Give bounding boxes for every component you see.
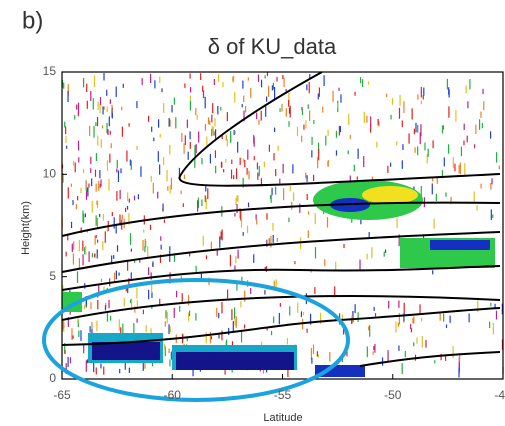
echo-patch: [362, 186, 418, 204]
echo-patch: [176, 352, 294, 370]
x-tick-label: -55: [274, 388, 292, 402]
page: b) δ of KU_data Latitude Height(km) -65 -…: [0, 0, 505, 426]
y-tick-label: 5: [49, 269, 56, 283]
y-tick-label: 10: [43, 167, 57, 181]
y-tick-label: 15: [43, 64, 57, 78]
plot-frame: [62, 72, 503, 379]
x-tick-label: -50: [384, 388, 402, 402]
panel-label: b): [22, 7, 43, 34]
chart: b) δ of KU_data Latitude Height(km) -65 -…: [0, 0, 505, 426]
contour-line: [62, 296, 500, 320]
echo-patch: [92, 342, 160, 360]
contour-line: [360, 352, 500, 366]
clutter-layer: [62, 72, 503, 377]
x-tick-label: -45: [494, 388, 505, 402]
echo-patch: [430, 240, 490, 250]
y-axis-label: Height(km): [20, 201, 32, 255]
x-tick-label: -60: [164, 388, 182, 402]
chart-title: δ of KU_data: [208, 34, 337, 59]
echo-layer: [62, 180, 495, 377]
y-tick-label: 0: [49, 371, 56, 385]
x-axis-label: Latitude: [263, 412, 302, 424]
x-tick-label: -65: [53, 388, 71, 402]
